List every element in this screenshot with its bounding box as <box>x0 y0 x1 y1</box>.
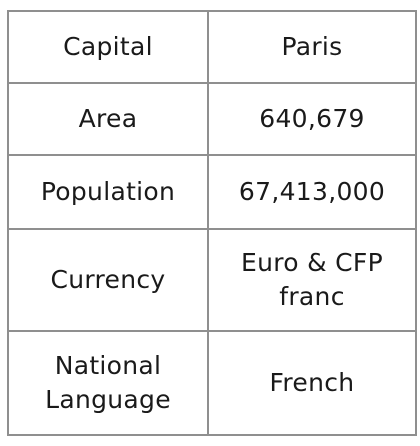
row-value-cell: 640,679 <box>207 82 417 156</box>
row-label-cell: Currency <box>7 228 209 332</box>
row-value-cell: 67,413,000 <box>207 154 417 230</box>
row-label-cell: National Language <box>7 330 209 436</box>
country-facts-table: Capital Paris Area 640,679 Population 67… <box>7 10 417 436</box>
country-facts-table-container: Capital Paris Area 640,679 Population 67… <box>7 10 417 436</box>
row-value-cell: French <box>207 330 417 436</box>
table-row: Currency Euro & CFP franc <box>7 228 417 332</box>
table-row: National Language French <box>7 330 417 436</box>
row-value-cell: Paris <box>207 10 417 84</box>
row-label-cell: Area <box>7 82 209 156</box>
table-row: Population 67,413,000 <box>7 154 417 230</box>
table-row: Capital Paris <box>7 10 417 84</box>
row-label-cell: Population <box>7 154 209 230</box>
row-label-cell: Capital <box>7 10 209 84</box>
table-row: Area 640,679 <box>7 82 417 156</box>
row-value-cell: Euro & CFP franc <box>207 228 417 332</box>
